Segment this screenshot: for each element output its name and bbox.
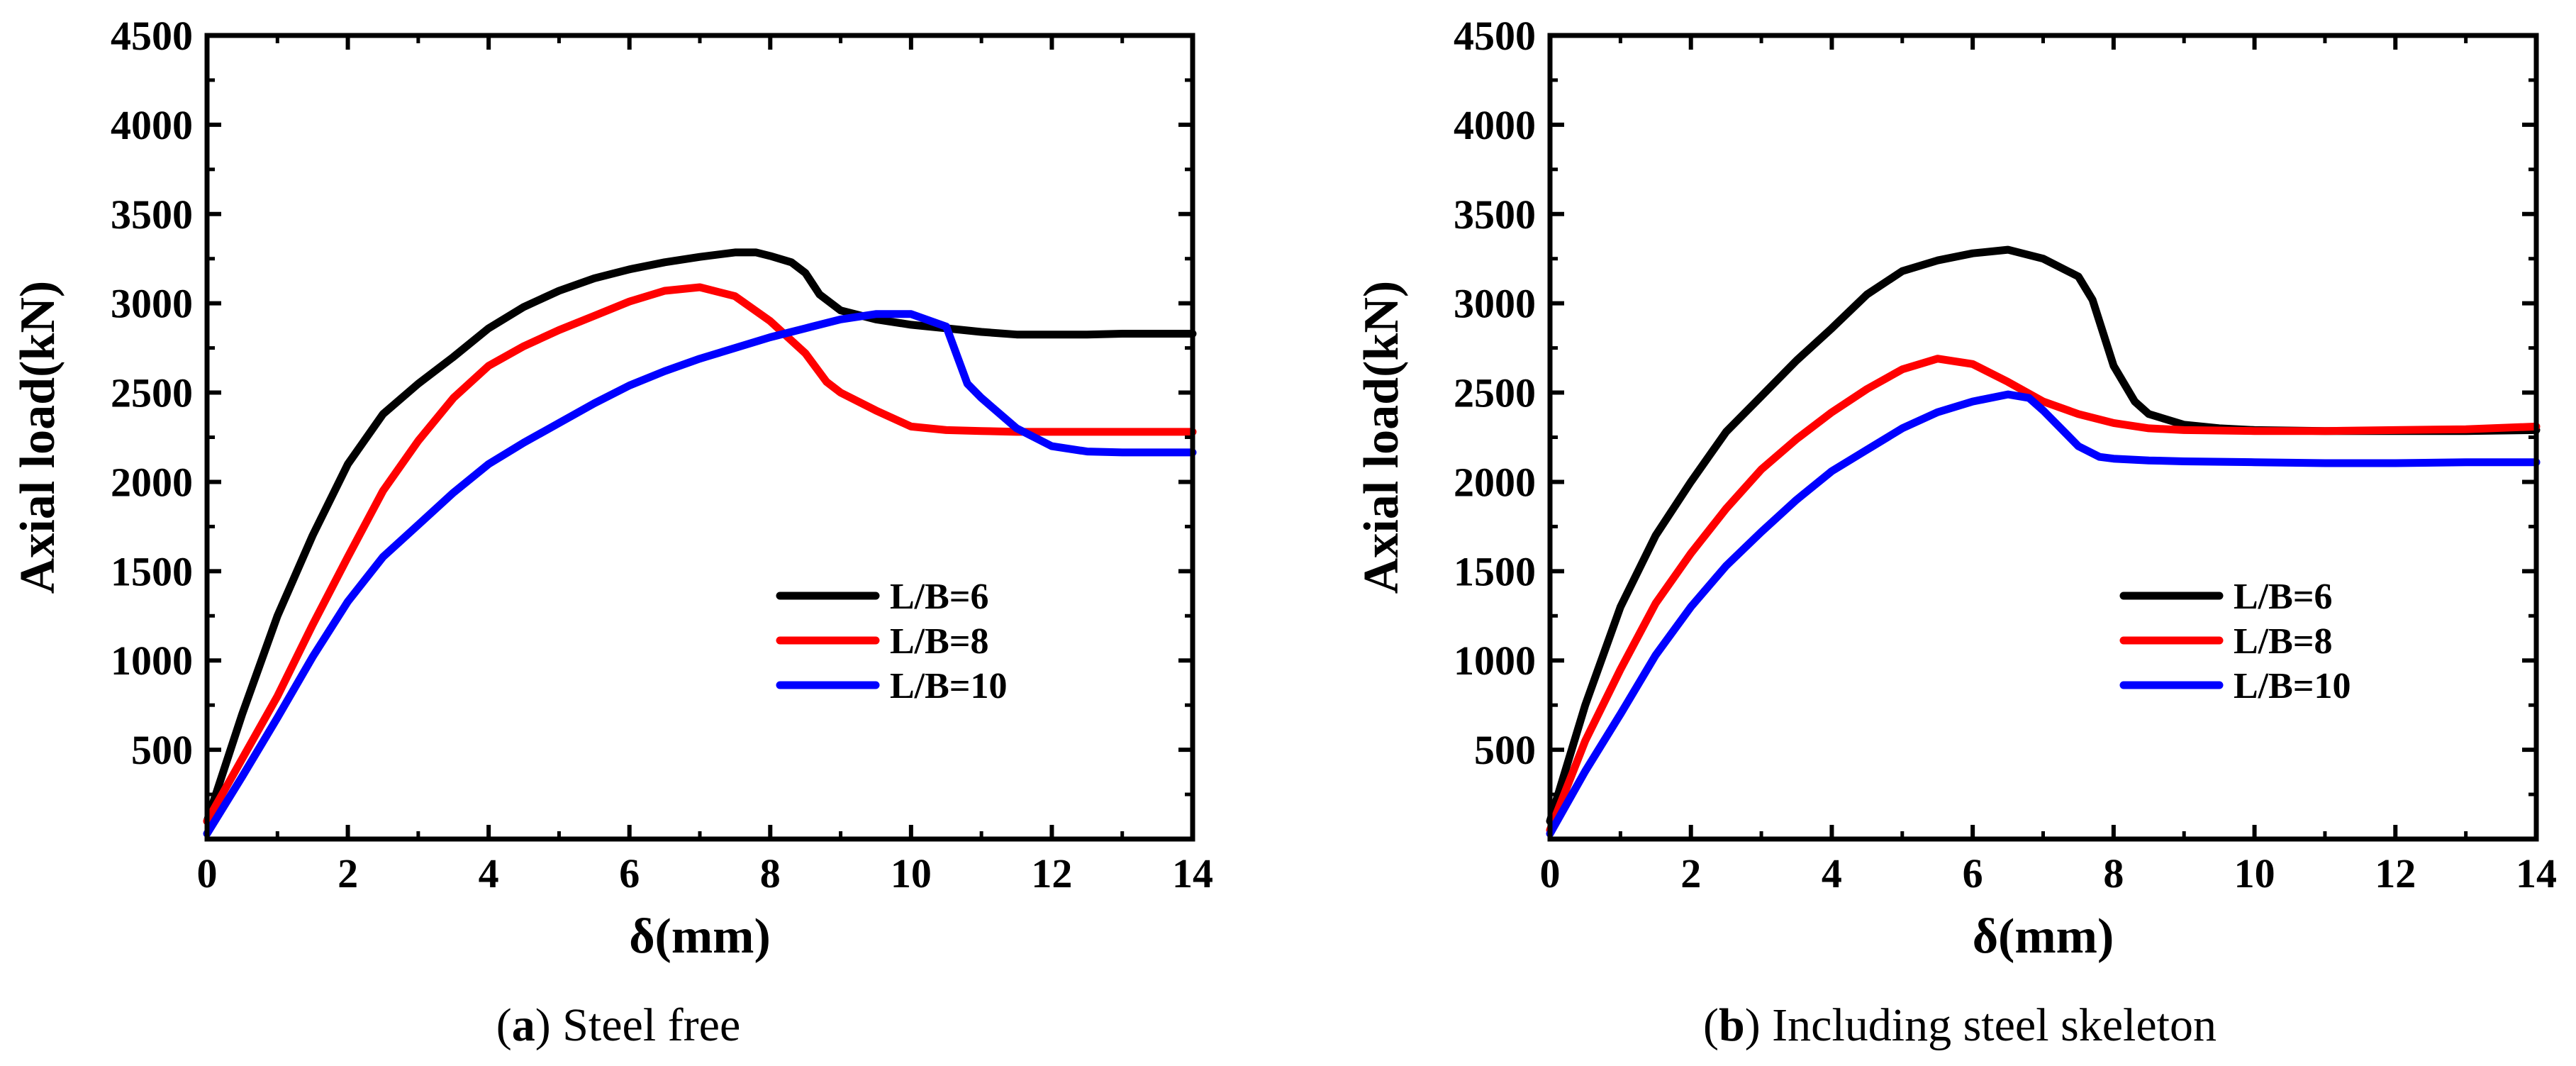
x-tick-label: 2 [1680,850,1701,896]
series-line-l-b-6 [203,248,1197,826]
y-tick-label: 3000 [111,281,193,327]
legend-label: L/B=6 [890,577,988,617]
x-tick-label: 12 [2375,850,2416,896]
y-tick-label: 2000 [111,459,193,505]
x-tick-label: 10 [891,850,932,896]
y-tick-label: 4000 [111,102,193,148]
plot-frame [1547,33,2539,842]
x-tick-label: 4 [1822,850,1842,896]
caption-b-letter: b [1719,999,1745,1051]
y-tick-label: 1000 [111,638,193,684]
x-tick-label: 14 [2516,850,2557,896]
y-tick-label: 3500 [1454,191,1536,238]
x-tick-label: 8 [760,850,781,896]
plot-frame [204,33,1195,842]
caption-a: (a) Steel free [496,999,740,1051]
y-tick-label: 4500 [1454,13,1536,59]
y-tick-label: 500 [131,727,193,773]
x-tick-label: 2 [338,850,358,896]
x-tick-label: 10 [2234,850,2275,896]
y-tick-label: 2500 [1454,370,1536,416]
y-tick-label: 2000 [1454,459,1536,505]
caption-a-letter: a [512,999,535,1051]
x-axis-title: δ(mm) [629,909,771,964]
series-line-l-b-8 [203,283,1197,826]
y-tick-label: 2500 [111,370,193,416]
y-tick-label: 3500 [111,191,193,238]
y-tick-label: 1500 [111,548,193,594]
x-axis-title: δ(mm) [1973,909,2114,964]
x-tick-label: 4 [479,850,499,896]
y-tick-label: 1500 [1454,548,1536,594]
series-line-l-b-10 [1546,390,2541,838]
chart-panel-b: 0 2 4 6 8 10 12 14 500 1000 1500 2000 2500 3000 3500 40… [1354,13,2557,964]
y-tick-label: 3000 [1454,281,1536,327]
legend-label: L/B=10 [890,666,1007,706]
legend-label: L/B=8 [2234,621,2332,662]
chart-panel-a: 0 2 4 6 8 10 12 14 500 1000 1500 2000 2500 3000 3500 40… [11,13,1213,964]
y-tick-label: 1000 [1454,638,1536,684]
y-tick-label: 4000 [1454,102,1536,148]
x-tick-label: 0 [197,850,218,896]
x-tick-label: 6 [619,850,640,896]
caption-a-text: Steel free [562,999,740,1051]
x-tick-label: 6 [1963,850,1983,896]
y-axis-title: Axial load(kN) [1354,281,1409,594]
y-tick-label: 4500 [111,13,193,59]
legend-label: L/B=8 [890,621,988,662]
legend-label: L/B=10 [2234,666,2351,706]
series-line-l-b-8 [1546,355,2541,834]
y-tick-label: 500 [1474,727,1536,773]
x-tick-label: 8 [2103,850,2124,896]
caption-b-text: Including steel skeleton [1772,999,2217,1051]
series-line-l-b-10 [203,310,1197,838]
x-tick-label: 12 [1031,850,1072,896]
y-axis-title: Axial load(kN) [11,281,65,594]
x-tick-label: 14 [1172,850,1213,896]
series-line-l-b-6 [1546,245,2541,826]
x-tick-label: 0 [1540,850,1561,896]
caption-b: (b) Including steel skeleton [1703,999,2217,1051]
legend-label: L/B=6 [2234,577,2332,617]
